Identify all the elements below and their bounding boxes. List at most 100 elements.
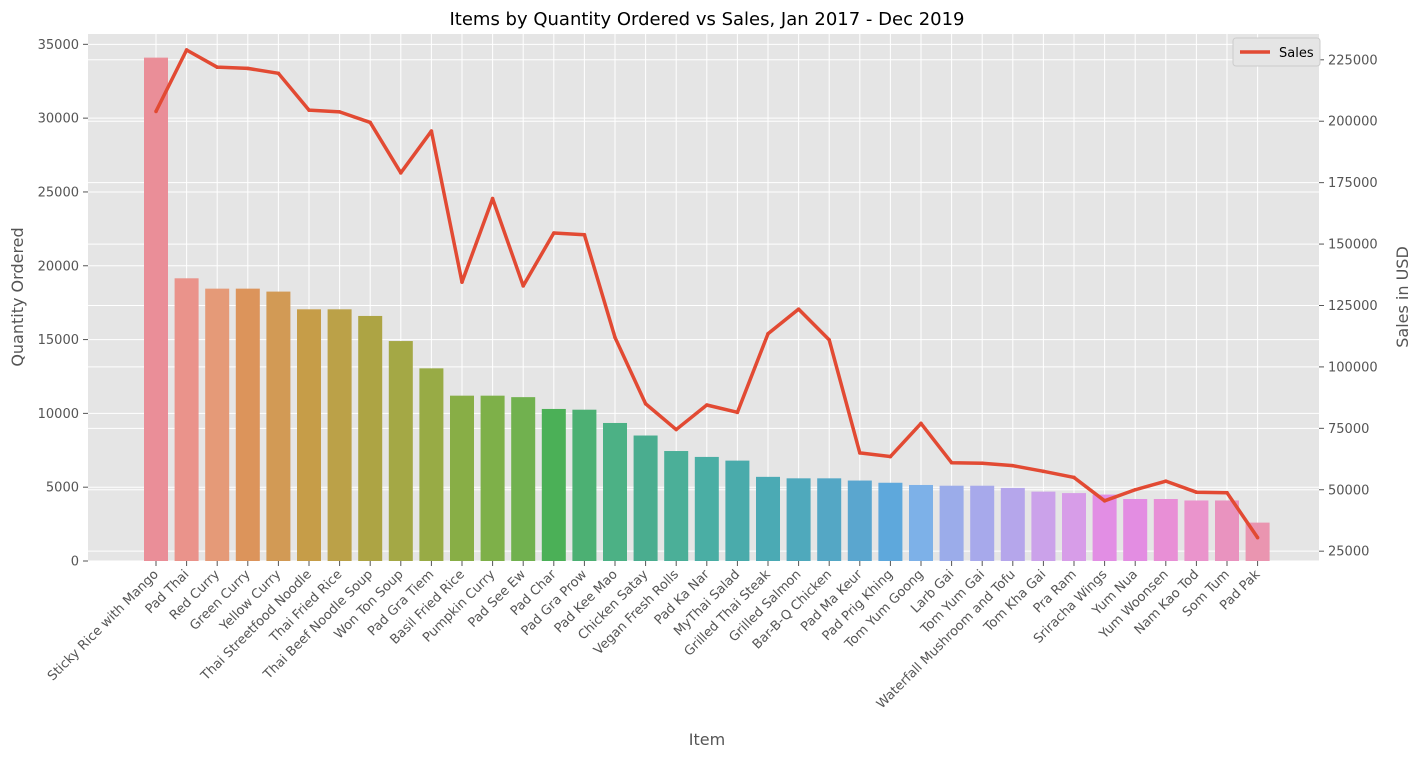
bar: [480, 395, 505, 561]
right-axis: 25000 50000 75000 100000 125000 150000 175000 2…: [1319, 53, 1378, 560]
sales-point: [705, 403, 709, 407]
sales-point: [460, 280, 464, 284]
y2-tick-label: 175000: [1328, 176, 1378, 191]
sales-point: [154, 109, 158, 114]
bar: [1000, 487, 1025, 561]
sales-point: [429, 129, 434, 133]
bar: [1215, 500, 1239, 561]
chart-title: Items by Quantity Ordered vs Sales, Jan …: [449, 9, 964, 30]
sales-point: [521, 284, 525, 288]
bar: [694, 456, 719, 561]
y-tick-label: 35000: [38, 38, 79, 53]
bar: [174, 278, 199, 561]
bars-layer: [144, 57, 1270, 561]
bar: [388, 341, 413, 561]
y2-axis-label: Sales in USD: [1393, 246, 1412, 348]
y2-tick-label: 25000: [1328, 545, 1369, 560]
y2-tick-label: 150000: [1328, 238, 1378, 253]
y2-tick-label: 225000: [1328, 53, 1378, 68]
bar: [939, 485, 964, 561]
bar: [541, 408, 566, 561]
line-layer: [154, 48, 1260, 540]
y-tick-label: 20000: [38, 259, 79, 274]
y-tick-label: 15000: [38, 333, 79, 348]
bar: [756, 476, 780, 561]
sales-point: [858, 451, 862, 455]
bar: [603, 422, 627, 561]
bar: [266, 291, 291, 561]
bar: [725, 460, 750, 561]
y-axis-label: Quantity Ordered: [8, 227, 27, 366]
bar: [786, 478, 811, 561]
sales-point: [246, 66, 250, 71]
sales-point: [1133, 487, 1137, 492]
sales-point: [337, 110, 342, 114]
y-tick-label: 30000: [38, 112, 79, 127]
sales-point: [1072, 475, 1076, 480]
bar: [1062, 493, 1086, 561]
bar: [878, 482, 903, 561]
sales-point: [276, 71, 281, 76]
bar: [847, 480, 872, 561]
bar: [1245, 522, 1270, 561]
sales-point: [949, 460, 954, 465]
bar: [327, 309, 352, 561]
left-axis: 0 5000 10000 15000 20000 25000 30000 35000: [38, 38, 88, 570]
sales-point: [919, 421, 923, 426]
bar: [511, 397, 536, 561]
sales-point: [184, 48, 189, 52]
sales-point: [827, 338, 831, 342]
sales-point: [1041, 469, 1046, 474]
legend: Sales: [1232, 37, 1321, 67]
sales-point: [215, 65, 219, 69]
y-tick-label: 25000: [38, 185, 79, 200]
sales-point: [1164, 479, 1168, 483]
bar: [1031, 491, 1056, 561]
sales-point: [980, 461, 984, 466]
legend-box: [1232, 37, 1321, 67]
sales-point: [1194, 490, 1199, 495]
bar: [1153, 499, 1178, 561]
sales-point: [766, 331, 770, 336]
y-tick-label: 0: [71, 555, 79, 570]
bar: [450, 395, 474, 561]
bar: [235, 288, 260, 561]
y-tick-label: 10000: [38, 407, 79, 422]
bar: [909, 484, 933, 561]
sales-point: [368, 120, 373, 125]
sales-point: [888, 454, 893, 459]
bar: [144, 57, 168, 561]
bar: [1184, 500, 1209, 561]
bar: [664, 451, 689, 561]
bar: [297, 309, 321, 561]
bar: [1123, 499, 1148, 561]
x-tick-label: Sticky Rice with Mango: [45, 567, 162, 684]
y2-tick-label: 100000: [1328, 360, 1378, 375]
bar: [1092, 494, 1117, 561]
sales-point: [735, 410, 740, 415]
bar: [633, 435, 658, 561]
sales-point: [643, 401, 648, 406]
bar: [817, 478, 842, 561]
x-axis-label: Item: [689, 730, 725, 749]
sales-point: [1102, 499, 1107, 503]
sales-point: [674, 427, 678, 432]
sales-point: [307, 108, 311, 112]
sales-point: [796, 307, 801, 311]
y-tick-label: 5000: [46, 481, 79, 496]
bar: [419, 368, 444, 561]
y2-tick-label: 50000: [1328, 483, 1369, 498]
y2-tick-label: 200000: [1328, 115, 1378, 130]
sales-point: [399, 171, 403, 175]
sales-point: [582, 232, 587, 237]
bar: [358, 315, 383, 561]
sales-point: [1011, 463, 1015, 468]
bar: [970, 485, 995, 561]
sales-point: [1225, 490, 1229, 495]
sales-point: [552, 231, 556, 235]
y2-tick-label: 125000: [1328, 299, 1378, 314]
bar: [572, 409, 597, 561]
